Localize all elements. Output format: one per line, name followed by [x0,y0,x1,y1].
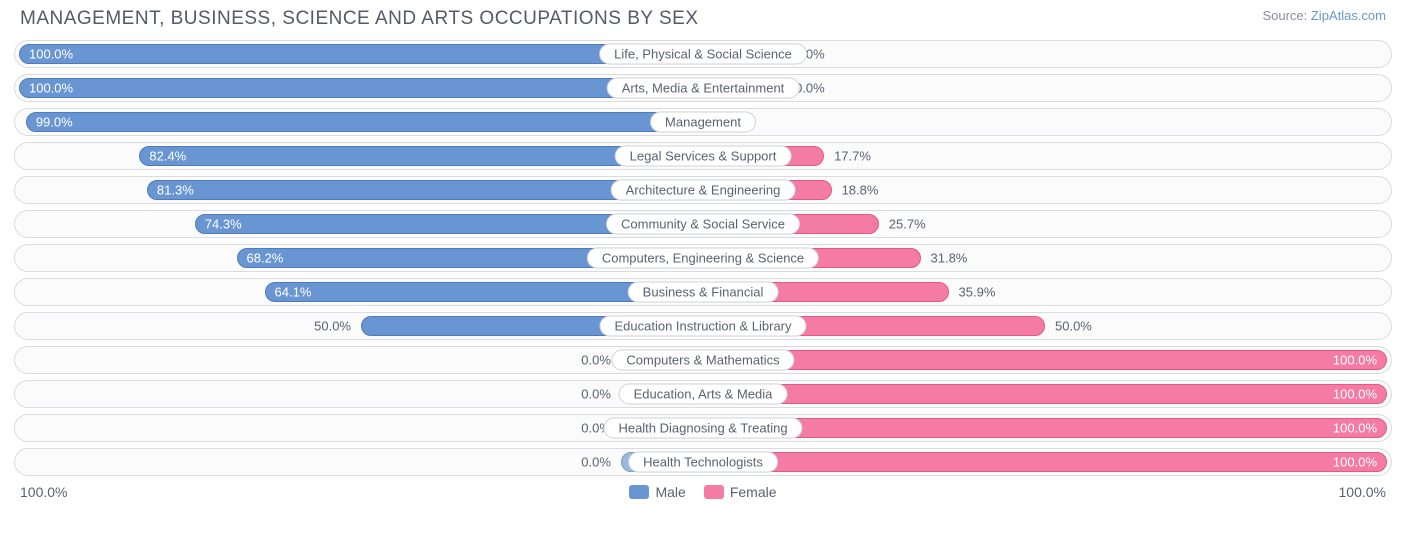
chart-footer: 100.0% Male Female 100.0% [0,484,1406,500]
chart-row: 82.4% 17.7% Legal Services & Support [14,142,1392,170]
pct-male: 0.0% [581,387,611,402]
bar-female [703,418,1387,438]
legend-male: Male [629,484,685,500]
category-badge: Computers, Engineering & Science [587,248,819,269]
legend-female: Female [704,484,777,500]
category-badge: Architecture & Engineering [611,180,796,201]
category-badge: Education, Arts & Media [619,384,788,405]
chart-row: 74.3% 25.7% Community & Social Service [14,210,1392,238]
pct-female: 35.9% [959,285,996,300]
pct-male: 100.0% [29,81,73,96]
legend-male-label: Male [655,484,685,500]
bar-male [19,78,703,98]
category-badge: Computers & Mathematics [611,350,794,371]
axis-left-label: 100.0% [20,484,67,500]
pct-male: 82.4% [149,149,186,164]
category-badge: Health Diagnosing & Treating [603,418,802,439]
axis-right-label: 100.0% [1339,484,1386,500]
source-link[interactable]: ZipAtlas.com [1311,8,1386,23]
category-badge: Management [650,112,756,133]
chart-row: 81.3% 18.8% Architecture & Engineering [14,176,1392,204]
pct-female: 100.0% [1333,387,1377,402]
pct-female: 17.7% [834,149,871,164]
pct-female: 100.0% [1333,455,1377,470]
category-badge: Arts, Media & Entertainment [607,78,800,99]
category-badge: Community & Social Service [606,214,800,235]
pct-male: 64.1% [275,285,312,300]
chart-title: MANAGEMENT, BUSINESS, SCIENCE AND ARTS O… [20,8,699,30]
chart-header: MANAGEMENT, BUSINESS, SCIENCE AND ARTS O… [0,0,1406,36]
pct-female: 100.0% [1333,421,1377,436]
pct-female: 50.0% [1055,319,1092,334]
chart-row: 99.0%1.0%Management [14,108,1392,136]
pct-male: 81.3% [157,183,194,198]
pct-female: 31.8% [931,251,968,266]
pct-male: 50.0% [314,319,351,334]
chart-row: 68.2% 31.8% Computers, Engineering & Scien… [14,244,1392,272]
chart-row: 0.0% 100.0% Education, Arts & Media [14,380,1392,408]
legend-swatch-female [704,485,724,499]
pct-female: 18.8% [842,183,879,198]
legend-swatch-male [629,485,649,499]
chart-row: 100.0% 0.0%Arts, Media & Entertainment [14,74,1392,102]
pct-male: 0.0% [581,455,611,470]
pct-male: 68.2% [247,251,284,266]
chart-row: 100.0%0.0%Life, Physical & Social Scienc… [14,40,1392,68]
chart-row: 0.0% 100.0% Health Technologists [14,448,1392,476]
pct-male: 99.0% [36,115,73,130]
chart-row: 64.1% 35.9% Business & Financial [14,278,1392,306]
chart-row: 0.0%100.0%Health Diagnosing & Treating [14,414,1392,442]
butterfly-chart: 100.0% 0.0% Life, Physical & Social Scienc… [0,36,1406,476]
source-prefix: Source: [1262,8,1310,23]
bar-female [703,384,1387,404]
pct-male: 0.0% [581,353,611,368]
bar-female [703,452,1387,472]
category-badge: Business & Financial [628,282,779,303]
category-badge: Education Instruction & Library [599,316,806,337]
pct-female: 0.0% [795,81,825,96]
pct-female: 100.0% [1333,353,1377,368]
category-badge: Life, Physical & Social Science [599,44,807,65]
category-badge: Health Technologists [628,452,778,473]
bar-male [26,112,703,132]
category-badge: Legal Services & Support [615,146,792,167]
pct-female: 25.7% [889,217,926,232]
pct-male: 74.3% [205,217,242,232]
bar-female [703,350,1387,370]
chart-row: 50.0% 50.0% Education Instruction & Librar… [14,312,1392,340]
pct-male: 100.0% [29,47,73,62]
legend-female-label: Female [730,484,777,500]
chart-row: 0.0% 100.0% Computers & Mathematics [14,346,1392,374]
chart-source: Source: ZipAtlas.com [1262,8,1386,23]
